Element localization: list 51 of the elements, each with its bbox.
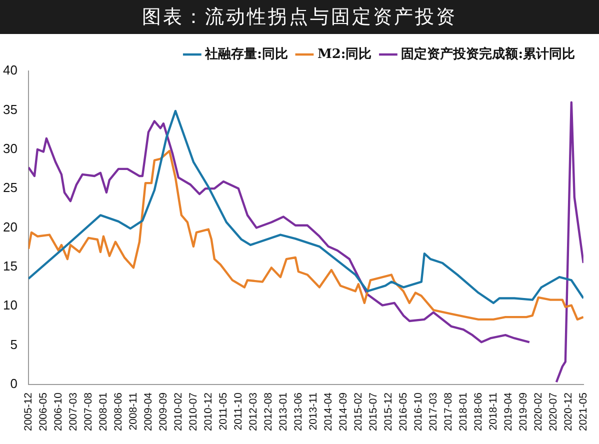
legend-label: 社融存量:同比: [204, 46, 288, 62]
chart-title: 图表：流动性拐点与固定资产投资: [0, 0, 599, 34]
x-tick-label: 2020-12: [562, 392, 574, 432]
x-tick-label: 2016-05: [397, 392, 410, 432]
y-tick-label: 25: [2, 180, 18, 196]
x-tick-label: 2021-05: [577, 392, 590, 432]
x-tick-label: 2015-02: [352, 392, 364, 432]
x-tick-label: 2015-07: [367, 392, 380, 432]
y-tick-label: 10: [2, 298, 18, 313]
x-tick-label: 2006-05: [37, 392, 50, 432]
x-tick-label: 2005-12: [22, 392, 34, 432]
x-tick-label: 2010-02: [172, 392, 184, 432]
x-tick-label: 2014-09: [337, 392, 350, 432]
x-tick-label: 2008-06: [112, 392, 124, 432]
x-tick-label: 2011-05: [217, 392, 230, 430]
x-tick-label: 2019-04: [502, 392, 514, 432]
x-tick-label: 2020-07: [547, 392, 560, 432]
x-tick-label: 2006-10: [52, 392, 64, 432]
x-tick-label: 2010-12: [202, 392, 214, 432]
x-tick-label: 2014-04: [322, 392, 334, 432]
x-tick-label: 2017-08: [442, 392, 454, 432]
x-tick-label: 2018-01: [457, 392, 470, 432]
y-tick-label: 40: [2, 62, 18, 78]
x-tick-label: 2009-04: [142, 392, 154, 432]
legend-label: M2:同比: [317, 46, 372, 62]
x-tick-label: 2007-08: [82, 392, 94, 432]
y-tick-label: 0: [10, 376, 18, 392]
x-tick-label: 2008-11: [127, 392, 140, 430]
x-tick-label: 2018-06: [472, 392, 484, 432]
x-tick-label: 2012-03: [247, 392, 260, 432]
x-tick-label: 2007-03: [67, 392, 80, 432]
y-tick-label: 35: [2, 102, 18, 117]
y-tick-label: 15: [2, 258, 18, 274]
x-tick-label: 2015-12: [382, 392, 394, 432]
x-tick-label: 2013-01: [277, 392, 290, 432]
y-tick-label: 5: [10, 336, 18, 352]
x-tick-label: 2017-03: [427, 392, 440, 432]
x-tick-label: 2011-10: [232, 392, 244, 430]
x-tick-label: 2019-09: [517, 392, 530, 432]
x-tick-label: 2009-09: [157, 392, 170, 432]
x-tick-label: 2010-07: [187, 392, 200, 432]
x-tick-label: 2018-11: [487, 392, 500, 430]
x-tick-label: 2012-08: [262, 392, 274, 432]
x-tick-label: 2008-01: [97, 392, 110, 432]
x-tick-label: 2013-06: [292, 392, 304, 432]
y-tick-label: 20: [2, 219, 18, 234]
legend-label: 固定资产投资完成额:累计同比: [401, 46, 576, 62]
x-tick-label: 2013-11: [307, 392, 320, 430]
x-tick-label: 2016-10: [412, 392, 424, 432]
x-tick-label: 2020-02: [532, 392, 544, 432]
y-tick-label: 30: [2, 140, 18, 156]
